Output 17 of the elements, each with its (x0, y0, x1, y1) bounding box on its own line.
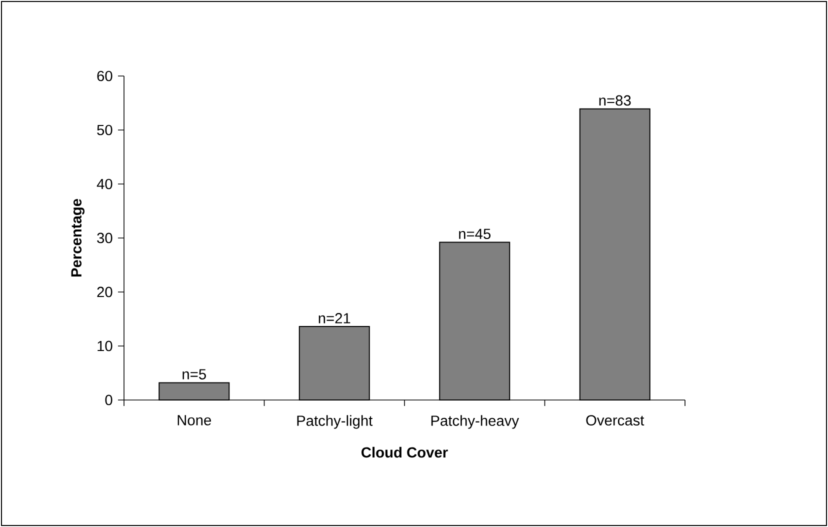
x-axis-title: Cloud Cover (362, 446, 448, 458)
y-tick-label: 0 (105, 394, 112, 406)
y-tick-label: 20 (97, 286, 112, 298)
y-tick-label: 10 (98, 340, 112, 352)
y-tick-label: 40 (96, 178, 112, 190)
y-tick-label: 30 (97, 232, 112, 244)
annotation: n=5 (182, 369, 206, 380)
y-axis-title: Percentage (71, 198, 85, 277)
x-tick-label: Patchy-heavy (431, 415, 520, 429)
y-tick-label: 60 (97, 70, 112, 82)
x-tick-label: None (178, 415, 212, 426)
y-tick-label: 50 (97, 124, 112, 136)
annotation: n=45 (459, 228, 491, 240)
annotation: n=21 (318, 313, 350, 324)
x-tick-label: Patchy-light (297, 415, 373, 429)
x-tick-label: Overcast (586, 415, 644, 426)
annotation: n=83 (599, 95, 631, 106)
